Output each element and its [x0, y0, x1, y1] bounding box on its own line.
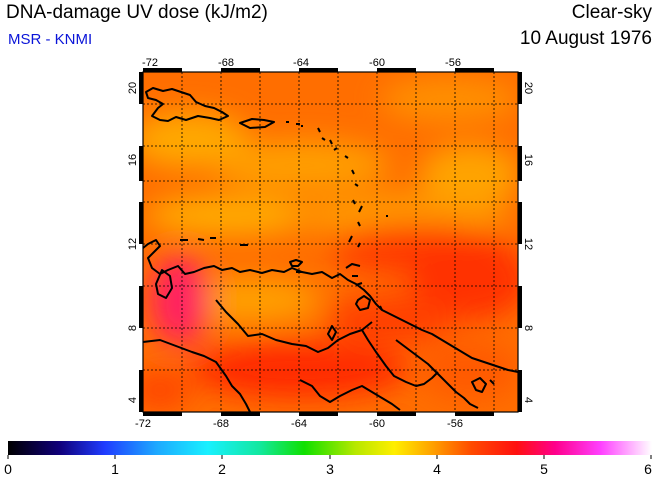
- lat-label: 12: [127, 238, 139, 250]
- venezuela-brazil-border: [299, 379, 401, 411]
- lat-label: 20: [127, 82, 139, 94]
- data-source-label: MSR - KNMI: [8, 31, 93, 48]
- colorbar: 0 1 2 3 4 5 6: [4, 441, 652, 477]
- venezuela-guyana-border: [361, 329, 439, 387]
- colorbar-label: 2: [218, 461, 226, 477]
- virgin-islands: [286, 121, 303, 127]
- leeward-islands: [317, 127, 388, 248]
- lon-label: -60: [369, 418, 385, 430]
- uv-dose-field: [143, 72, 518, 412]
- lat-labels-right: 20 16 12 8 4: [522, 82, 534, 403]
- map-title: DNA-damage UV dose (kJ/m2): [6, 2, 268, 23]
- colorbar-label: 4: [433, 461, 441, 477]
- colorbar-label: 6: [644, 461, 652, 477]
- lon-label: -64: [293, 57, 309, 69]
- lon-label: -72: [142, 57, 158, 69]
- suriname-lake: [471, 377, 495, 393]
- lat-label: 20: [522, 82, 534, 94]
- lat-label: 4: [127, 397, 139, 403]
- trinidad-tobago: [345, 263, 371, 311]
- lon-label: -56: [447, 418, 463, 430]
- date-label: 10 August 1976: [519, 28, 652, 49]
- lat-label: 12: [522, 238, 534, 250]
- lat-label: 8: [127, 325, 139, 331]
- lat-label: 4: [522, 397, 534, 403]
- colorbar-label: 5: [540, 461, 548, 477]
- abc-islands: [180, 237, 248, 246]
- graticule: [143, 72, 518, 412]
- lon-label: -64: [291, 418, 307, 430]
- colombia-venezuela-border: [142, 339, 251, 413]
- map-frame: [139, 68, 522, 416]
- lat-labels-left: 20 16 12 8 4: [127, 82, 139, 403]
- coastlines: [142, 87, 519, 413]
- colorbar-gradient: [8, 441, 652, 455]
- guyana-suriname-border: [395, 339, 479, 409]
- lake-guri: [327, 305, 383, 341]
- orinoco-river: [215, 299, 373, 353]
- lon-label: -72: [135, 418, 151, 430]
- lon-label: -60: [369, 57, 385, 69]
- lon-label: -56: [445, 57, 461, 69]
- lake-maracaibo: [155, 269, 173, 299]
- lon-labels-bottom: -72 -68 -64 -60 -56: [135, 418, 463, 430]
- lat-label: 8: [522, 325, 534, 331]
- hispaniola-coast: [145, 87, 229, 122]
- colorbar-label: 0: [4, 461, 12, 477]
- colorbar-label: 3: [326, 461, 334, 477]
- lon-label: -68: [213, 418, 229, 430]
- lon-label: -68: [218, 57, 234, 69]
- puerto-rico-coast: [239, 118, 275, 129]
- lat-label: 16: [127, 154, 139, 166]
- sky-condition-label: Clear-sky: [571, 2, 652, 23]
- lat-label: 16: [522, 154, 534, 166]
- colorbar-label: 1: [111, 461, 119, 477]
- lon-labels-top: -72 -68 -64 -60 -56: [142, 57, 461, 69]
